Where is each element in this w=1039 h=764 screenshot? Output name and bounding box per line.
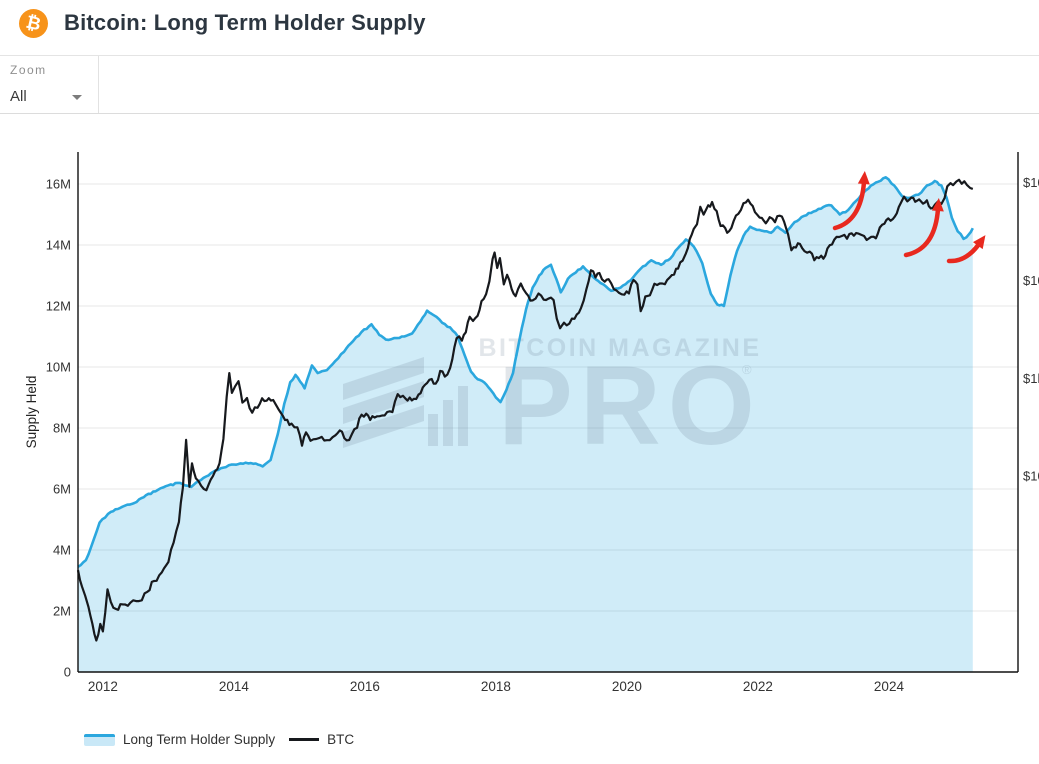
red-arrow-icon [832,179,867,231]
right-axis-tick-label: $10k [1023,273,1039,288]
legend-label-btc: BTC [327,732,355,747]
chevron-down-icon [72,95,82,100]
red-arrowhead-icon [857,171,870,185]
page-title: Bitcoin: Long Term Holder Supply [64,10,426,35]
left-axis-tick-label: 4M [53,543,71,558]
right-axis-tick-label: $100 [1023,469,1039,484]
x-axis-tick-label: 2024 [874,679,905,694]
chart-legend: Long Term Holder Supply BTC [84,732,354,747]
btc-price-line [76,178,974,642]
line-series-swatch [289,738,320,741]
zoom-control: Zoom All [0,56,99,113]
legend-label-lth: Long Term Holder Supply [123,732,276,747]
red-arrowhead-icon [931,198,944,212]
zoom-label: Zoom [10,63,47,77]
watermark-bitcoin-magazine: BITCOIN MAGAZINE [478,334,761,362]
red-arrow-icon [946,241,982,264]
left-axis-tick-label: 16M [46,177,71,192]
left-axis-tick-label: 12M [46,299,71,314]
x-axis-tick-label: 2012 [88,679,118,694]
right-axis-tick-label: $100k [1023,175,1039,190]
right-axis-tick-label: $1k [1023,371,1039,386]
left-axis-tick-label: 8M [53,421,71,436]
left-axis-tick-label: 6M [53,482,71,497]
x-axis-tick-label: 2016 [350,679,380,694]
annotation-arrows [832,171,986,264]
x-axis-tick-label: 2018 [481,679,511,694]
watermark-pro: PRO [498,343,762,468]
left-axis-tick-label: 0 [64,665,71,680]
x-axis-tick-label: 2022 [743,679,773,694]
watermark-registered-icon: ® [742,362,752,377]
left-axis-tick-label: 2M [53,604,71,619]
x-axis-tick-label: 2014 [219,679,250,694]
legend-item-btc[interactable]: BTC [289,732,354,747]
lth-supply-area [78,177,973,673]
left-axis-title: Supply Held [24,376,39,449]
left-axis-tick-label: 14M [46,238,71,253]
bitcoin-logo-icon: ₿ [19,9,48,38]
x-axis-tick-label: 2020 [612,679,642,694]
red-arrowhead-icon [972,235,986,250]
area-series-swatch [84,733,115,746]
zoom-range-value: All [10,88,27,105]
zoom-range-select[interactable]: All [10,88,90,108]
red-arrow-icon [903,206,941,258]
lth-supply-line [77,176,974,568]
left-axis-tick-label: 10M [46,360,71,375]
legend-item-long-term-holder-supply[interactable]: Long Term Holder Supply [84,732,275,747]
page-header: ₿ Bitcoin: Long Term Holder Supply [0,0,1039,55]
zoom-toolbar: Zoom All [0,55,1039,114]
